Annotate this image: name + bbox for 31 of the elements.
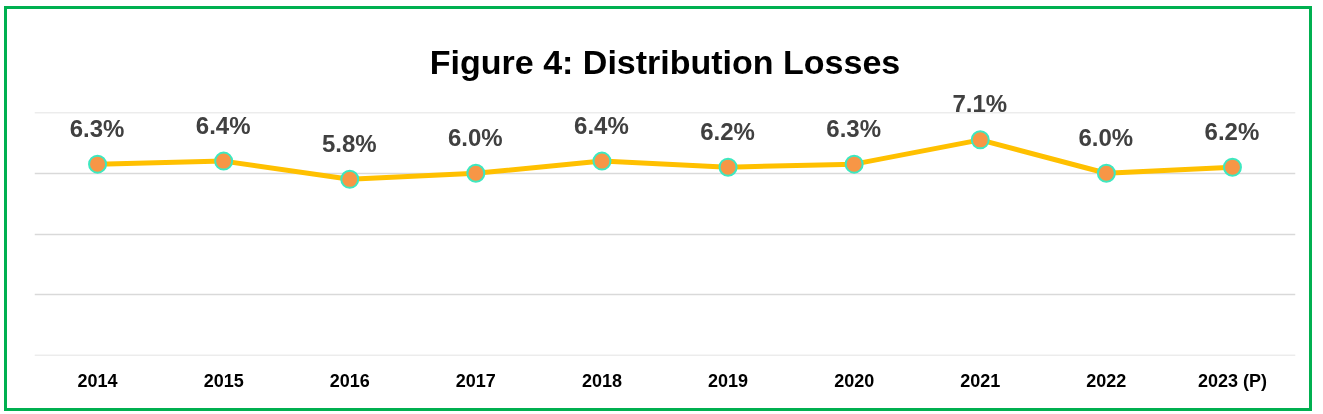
point bbox=[1222, 157, 1242, 177]
data-label: 6.0% bbox=[1078, 123, 1134, 152]
data-label: 6.2% bbox=[1204, 117, 1260, 146]
data-label: 5.8% bbox=[321, 129, 377, 158]
x-tick-label: 2022 bbox=[1086, 370, 1127, 391]
x-tick-label: 2019 bbox=[708, 370, 749, 391]
x-tick-label: 2015 bbox=[203, 370, 244, 391]
data-label: 6.2% bbox=[700, 117, 755, 146]
point bbox=[844, 154, 864, 174]
data-label: 6.4% bbox=[195, 111, 251, 140]
point bbox=[214, 151, 234, 171]
x-tick-label: 2020 bbox=[834, 370, 875, 391]
x-tick-label: 2014 bbox=[77, 370, 118, 391]
x-tick-label: 2018 bbox=[581, 370, 622, 391]
data-label: 7.1% bbox=[952, 90, 1008, 119]
x-tick-label: 2023 (P) bbox=[1197, 370, 1267, 391]
data-label: 6.3% bbox=[69, 114, 125, 143]
point bbox=[970, 130, 990, 150]
chart-title: Figure 4: Distribution Losses bbox=[429, 43, 901, 81]
point bbox=[1096, 163, 1116, 183]
data-label: 6.3% bbox=[826, 114, 881, 143]
point bbox=[718, 157, 738, 177]
point bbox=[88, 154, 108, 174]
x-tick-label: 2016 bbox=[329, 370, 370, 391]
data-label: 6.4% bbox=[574, 111, 629, 140]
x-tick-label: 2021 bbox=[960, 370, 1001, 391]
data-label: 6.0% bbox=[447, 123, 503, 152]
x-tick-label: 2017 bbox=[455, 370, 496, 391]
point bbox=[340, 169, 360, 189]
point bbox=[592, 151, 612, 171]
point bbox=[466, 163, 486, 183]
